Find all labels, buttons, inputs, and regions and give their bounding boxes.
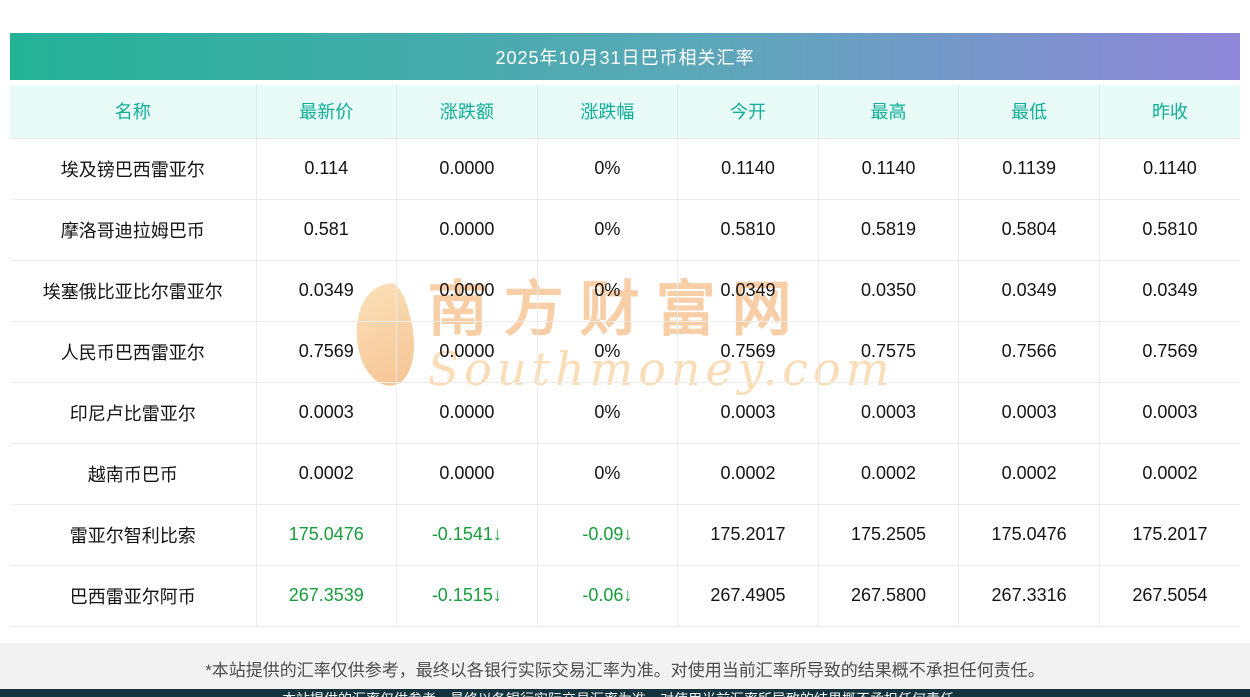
currency-pair-name: 埃塞俄比亚比尔雷亚尔	[10, 259, 257, 321]
column-header-name: 名称	[10, 85, 257, 139]
rate-value: 0.7569	[677, 320, 819, 382]
rate-value: 0.5810	[1099, 198, 1240, 260]
column-header-high: 最高	[818, 85, 960, 139]
column-header-prev-close: 昨收	[1099, 85, 1240, 139]
rate-value: 0.0003	[677, 381, 819, 443]
rate-value: 0.0002	[958, 442, 1100, 504]
rate-value: 0.7575	[818, 320, 960, 382]
rate-value: -0.1515↓	[396, 564, 538, 627]
rate-value: 0%	[537, 381, 679, 443]
column-header-change: 涨跌额	[396, 85, 538, 139]
rate-value: 0.7566	[958, 320, 1100, 382]
rate-value: 0.0350	[818, 259, 960, 321]
rate-value: 0.0349	[958, 259, 1100, 321]
rates-table: 名称 最新价 涨跌额 涨跌幅 今开 最高 最低 昨收 埃及镑巴西雷亚尔 0.114…	[10, 85, 1240, 627]
rates-table-body: 埃及镑巴西雷亚尔 0.114 0.0000 0% 0.1140 0.1140 0.1139 0…	[10, 138, 1240, 627]
rate-value: 0.0002	[677, 442, 819, 504]
rate-value: 267.5800	[818, 564, 960, 627]
rate-value: 0.5804	[958, 198, 1100, 260]
currency-pair-name: 摩洛哥迪拉姆巴币	[10, 198, 257, 260]
rate-value: 0.1139	[958, 138, 1100, 199]
rate-value: 0.0003	[958, 381, 1100, 443]
rate-value: 0.0000	[396, 259, 538, 321]
rate-value: 0%	[537, 320, 679, 382]
currency-pair-name: 印尼卢比雷亚尔	[10, 381, 257, 443]
disclaimer-text: *本站提供的汇率仅供参考，最终以各银行实际交易汇率为准。对使用当前汇率所导致的结…	[205, 660, 1045, 680]
rate-value: -0.06↓	[537, 564, 679, 627]
rate-value: 0.0003	[818, 381, 960, 443]
rate-value: 0.0002	[256, 442, 398, 504]
rate-value: 0%	[537, 198, 679, 260]
table-row: 埃及镑巴西雷亚尔 0.114 0.0000 0% 0.1140 0.1140 0.1139 0…	[10, 138, 1240, 199]
currency-pair-name: 雷亚尔智利比索	[10, 503, 257, 565]
rate-value: 0.0002	[1099, 442, 1240, 504]
rates-table-wrap: 南方财富网 Southmoney.com 名称 最新价 涨跌额 涨跌幅 今开 最…	[10, 85, 1240, 627]
column-header-change-pct: 涨跌幅	[537, 85, 679, 139]
rate-value: 175.0476	[256, 503, 398, 565]
table-row: 越南币巴币 0.0002 0.0000 0% 0.0002 0.0002 0.0002 0.0…	[10, 442, 1240, 504]
column-header-latest: 最新价	[256, 85, 398, 139]
rate-value: 0.1140	[818, 138, 960, 199]
rate-value: 175.2505	[818, 503, 960, 565]
rate-value: 0%	[537, 442, 679, 504]
rate-value: 0.114	[256, 138, 398, 199]
rate-value: 0.1140	[1143, 158, 1197, 178]
header-row: 名称 最新价 涨跌额 涨跌幅 今开 最高 最低 昨收	[10, 85, 1240, 139]
rate-value: 0.0000	[396, 138, 538, 199]
rate-value: 0.0002	[818, 442, 960, 504]
rate-value: 0.1140	[677, 138, 819, 199]
rate-value: 0.7569	[256, 320, 398, 382]
table-row: 巴西雷亚尔阿币 267.3539 -0.1515↓ -0.06↓ 267.4905 267…	[10, 564, 1240, 627]
rate-value: 0.0003	[1099, 381, 1240, 443]
rate-value: 175.0476	[958, 503, 1100, 565]
page-title-text: 2025年10月31日巴币相关汇率	[495, 47, 755, 68]
rate-value: 0.581	[256, 198, 398, 260]
rate-value: 267.3539	[256, 564, 398, 627]
column-header-open: 今开	[677, 85, 819, 139]
rate-value: 175.2017	[677, 503, 819, 565]
rate-value: 0.0000	[396, 381, 538, 443]
table-row: 人民币巴西雷亚尔 0.7569 0.0000 0% 0.7569 0.7575 0.7566…	[10, 320, 1240, 382]
rate-value: 0.0349	[1099, 259, 1240, 321]
rate-value: 0.0349	[677, 259, 819, 321]
column-header-low: 最低	[958, 85, 1100, 139]
rate-value: 175.2017	[1099, 503, 1240, 565]
rate-value: 0.7569	[1099, 320, 1240, 382]
rate-value: 267.3316	[958, 564, 1100, 627]
rate-value: 0.0000	[396, 320, 538, 382]
rate-value: -0.09↓	[537, 503, 679, 565]
bottom-dark-bar: 本站提供的汇率仅供参考，最终以各银行实际交易汇率为准。对使用当前汇率所导致的结果…	[0, 689, 1250, 697]
rate-value: 0%	[537, 138, 679, 199]
rate-value: 0.0000	[396, 442, 538, 504]
rate-value: 0.0349	[256, 259, 398, 321]
rate-value: 0.0000	[396, 198, 538, 260]
table-row: 雷亚尔智利比索 175.0476 -0.1541↓ -0.09↓ 175.2017 175…	[10, 503, 1240, 565]
table-row: 埃塞俄比亚比尔雷亚尔 0.0349 0.0000 0% 0.0349 0.0350 0.03…	[10, 259, 1240, 321]
bottom-bar-text: 本站提供的汇率仅供参考，最终以各银行实际交易汇率为准。对使用当前汇率所导致的结果…	[0, 689, 1250, 697]
page-title: 2025年10月31日巴币相关汇率	[10, 33, 1240, 80]
rate-value: 0%	[537, 259, 679, 321]
rate-value: -0.1541↓	[396, 503, 538, 565]
rate-value: 0.5819	[818, 198, 960, 260]
currency-pair-name: 人民币巴西雷亚尔	[10, 320, 257, 382]
currency-pair-name: 越南币巴币	[10, 442, 257, 504]
rate-value: 267.5054	[1099, 564, 1240, 627]
rate-value: 267.4905	[677, 564, 819, 627]
currency-pair-name: 埃及镑巴西雷亚尔	[10, 138, 257, 199]
currency-pair-name: 巴西雷亚尔阿币	[10, 564, 257, 627]
table-row: 摩洛哥迪拉姆巴币 0.581 0.0000 0% 0.5810 0.5819 0.5804 0…	[10, 198, 1240, 260]
disclaimer-bar: *本站提供的汇率仅供参考，最终以各银行实际交易汇率为准。对使用当前汇率所导致的结…	[0, 642, 1250, 694]
rate-value: 0.5810	[677, 198, 819, 260]
table-row: 印尼卢比雷亚尔 0.0003 0.0000 0% 0.0003 0.0003 0.0003 0…	[10, 381, 1240, 443]
rate-value: 0.0003	[256, 381, 398, 443]
rates-table-header: 名称 最新价 涨跌额 涨跌幅 今开 最高 最低 昨收	[10, 85, 1240, 139]
